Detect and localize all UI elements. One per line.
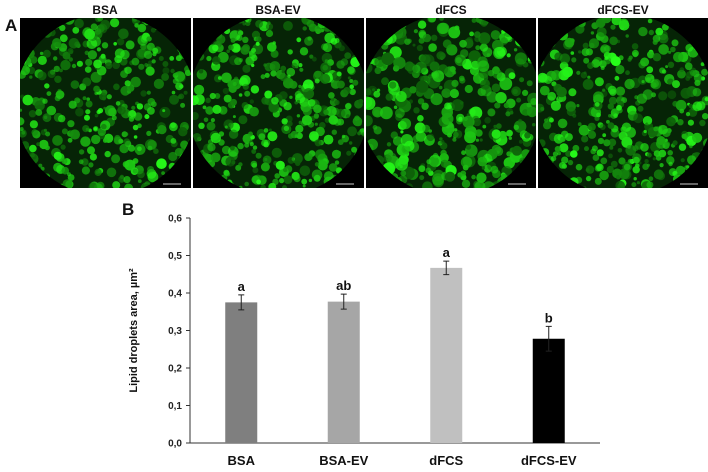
x-tick-label: dFCS-EV [521, 453, 577, 468]
bar-chart: 0,0 0,1 0,2 0,3 0,4 0,5 0,6 Lipid droplets area… [128, 214, 600, 468]
y-tick-label: 0,2 [168, 364, 182, 375]
bar-bsa [225, 302, 258, 443]
y-tick-label: 0,0 [168, 439, 182, 450]
x-tick-label: dFCS [429, 453, 463, 468]
x-tick-label: BSA [228, 453, 256, 468]
bar-dfcs-ev [532, 338, 565, 443]
micrograph-bsa [20, 18, 191, 188]
image-title-dfcs: dFCS [435, 3, 467, 17]
micrograph-bsa-ev [193, 18, 364, 188]
micrograph-dfcs [366, 18, 536, 188]
y-tick-label: 0,4 [168, 289, 182, 300]
significance-label: a [238, 279, 246, 294]
y-tick-label: 0,3 [168, 326, 182, 337]
image-title-dfcs-ev: dFCS-EV [597, 3, 649, 17]
y-tick-label: 0,1 [168, 401, 182, 412]
y-axis-label: Lipid droplets area, µm² [128, 268, 140, 393]
y-tick-label: 0,6 [168, 214, 182, 225]
image-title-bsa: BSA [92, 3, 118, 17]
panel-a-label: A [5, 16, 18, 35]
y-tick-label: 0,5 [168, 251, 182, 262]
x-tick-label: BSA-EV [319, 453, 368, 468]
micrograph-dfcs-ev [538, 18, 708, 188]
bar-dfcs [430, 267, 463, 443]
bar-bsa-ev [327, 301, 360, 443]
significance-label: b [545, 310, 553, 325]
significance-label: ab [336, 278, 351, 293]
significance-label: a [443, 245, 451, 260]
panel-b-label: B [122, 200, 135, 219]
image-title-bsa-ev: BSA-EV [255, 3, 301, 17]
